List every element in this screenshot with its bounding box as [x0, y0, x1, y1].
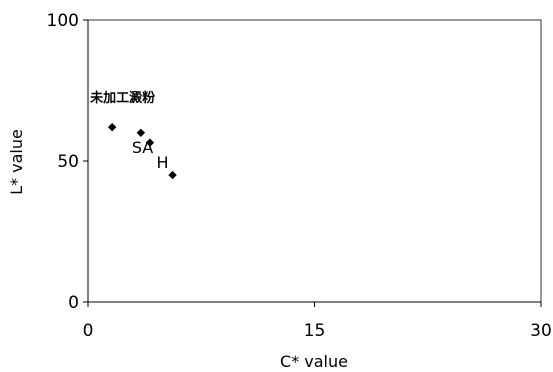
y-tick-label: 0 [68, 293, 79, 313]
x-axis-ticks: 0 15 30 [83, 302, 552, 341]
point-label: 未加工澱粉 [89, 90, 155, 106]
x-tick-label: 15 [304, 321, 326, 341]
plot-area [87, 19, 542, 303]
data-point [168, 170, 177, 180]
y-axis-ticks: 0 50 100 [47, 11, 88, 313]
data-points [107, 122, 177, 180]
data-point [136, 128, 146, 137]
y-tick-label: 100 [47, 11, 79, 31]
y-tick-label: 50 [57, 152, 79, 172]
data-point [107, 122, 117, 132]
x-axis-title: C* value [280, 352, 348, 371]
point-label: H [157, 153, 169, 172]
point-annotations: 未加工澱粉 SAH [89, 90, 168, 172]
y-axis-title: L* value [7, 129, 26, 195]
data-point [145, 138, 155, 147]
x-tick-label: 0 [83, 321, 94, 341]
point-label: SA [132, 138, 153, 157]
x-tick-label: 30 [530, 321, 552, 341]
